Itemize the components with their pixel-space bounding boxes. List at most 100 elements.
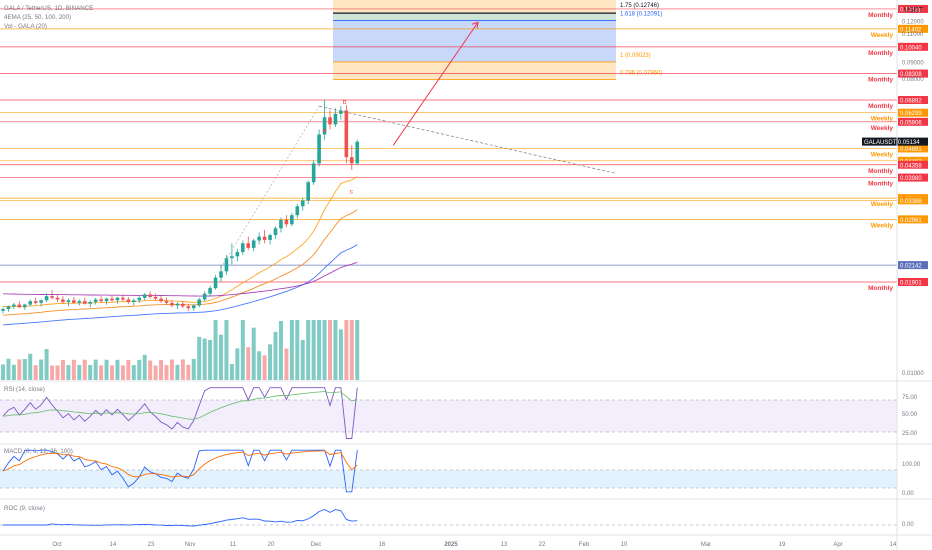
volume-bar [33, 365, 38, 380]
candle[interactable] [12, 302, 16, 310]
last-price-box [862, 137, 928, 146]
candle[interactable] [262, 229, 267, 244]
candle[interactable] [159, 296, 163, 303]
candle[interactable] [132, 298, 136, 306]
candle[interactable] [93, 297, 98, 305]
price-label: 0.01901 [900, 280, 922, 286]
x-tick-label: 16 [379, 542, 386, 548]
candle[interactable] [82, 297, 87, 305]
price-label-box [898, 144, 928, 153]
x-tick-label: 2025 [444, 542, 458, 548]
volume-bar [175, 364, 180, 380]
volume-bar [300, 340, 305, 380]
volume-bar [257, 351, 262, 380]
candle[interactable] [72, 296, 76, 304]
candle[interactable] [170, 300, 174, 308]
candle-body [350, 157, 354, 164]
rsi-ma-line [2, 391, 358, 420]
volume-bar [17, 359, 22, 380]
candle[interactable] [202, 291, 207, 302]
candle[interactable] [164, 297, 169, 305]
candle[interactable] [355, 139, 360, 166]
candle[interactable] [328, 110, 332, 130]
candle[interactable] [306, 180, 310, 205]
candle[interactable] [175, 301, 180, 310]
fib-zone[interactable]: 1.75 (0.12746) 1.618 (0.12091) 1 (0.09023)… [333, 0, 662, 81]
candle[interactable] [197, 297, 201, 308]
projection-arrow[interactable] [392, 21, 479, 146]
volume-bar [289, 320, 294, 380]
candle[interactable] [33, 297, 38, 305]
candle[interactable] [126, 296, 131, 304]
candle[interactable] [311, 160, 316, 185]
candle[interactable] [344, 105, 349, 164]
candle[interactable] [186, 303, 191, 311]
candle[interactable] [191, 304, 196, 311]
candle-body [126, 299, 131, 302]
candle-body [317, 134, 321, 164]
volume-bar [251, 327, 256, 380]
candles[interactable] [1, 99, 360, 314]
candle[interactable] [28, 299, 33, 307]
y-tick-label: 0.11000 [902, 32, 924, 38]
candle[interactable] [6, 305, 11, 312]
candle[interactable] [142, 292, 147, 301]
candle[interactable] [295, 204, 300, 219]
candle[interactable] [50, 289, 54, 300]
fib-level-label: 1.618 (0.12091) [620, 12, 662, 18]
candle[interactable] [268, 233, 272, 245]
candle[interactable] [104, 297, 109, 305]
ema-line-200 [2, 261, 358, 297]
candle[interactable] [77, 299, 82, 306]
candle[interactable] [241, 240, 245, 256]
volume-legend: Vol - GALA (20) [4, 23, 47, 30]
candle[interactable] [88, 300, 92, 308]
candle[interactable] [317, 129, 321, 167]
candle[interactable] [224, 255, 229, 275]
candle[interactable] [44, 293, 49, 302]
candle[interactable] [99, 296, 103, 303]
macd-title: MACD (0, 0, 12, 26, 100) [4, 448, 73, 455]
candle[interactable] [208, 285, 212, 297]
candle[interactable] [55, 294, 60, 302]
candle[interactable] [284, 215, 289, 228]
candle[interactable] [39, 299, 43, 307]
candle[interactable] [148, 291, 152, 299]
candle[interactable] [1, 307, 5, 314]
candle[interactable] [17, 301, 22, 309]
candle-body [175, 303, 180, 306]
candle-body [88, 301, 92, 304]
rsi-line [2, 387, 358, 439]
pane-tick-label: 100.00 [902, 462, 921, 468]
candle[interactable] [300, 197, 305, 211]
candle[interactable] [246, 236, 251, 251]
candle[interactable] [235, 249, 240, 262]
candle[interactable] [279, 217, 283, 233]
candle[interactable] [251, 238, 256, 252]
candle[interactable] [273, 226, 278, 239]
volume-bar [71, 359, 76, 380]
candle[interactable] [121, 294, 125, 302]
candle[interactable] [153, 293, 158, 301]
candle[interactable] [137, 296, 142, 303]
candle[interactable] [290, 212, 294, 227]
candle[interactable] [66, 298, 71, 307]
candle-body [6, 306, 11, 310]
candle[interactable] [115, 296, 120, 304]
candle-body [257, 236, 261, 241]
candle[interactable] [230, 243, 234, 265]
candle[interactable] [339, 106, 343, 120]
candle[interactable] [333, 108, 338, 127]
candle[interactable] [322, 99, 327, 140]
candle[interactable] [61, 296, 65, 304]
candle[interactable] [350, 145, 354, 170]
candle[interactable] [23, 303, 27, 310]
candle[interactable] [110, 295, 114, 302]
candle[interactable] [213, 274, 218, 290]
candle[interactable] [257, 232, 261, 245]
candle[interactable] [181, 301, 185, 309]
price-label-box [898, 42, 928, 51]
candle-body [262, 236, 267, 240]
drawings[interactable]: a b c [220, 21, 617, 269]
